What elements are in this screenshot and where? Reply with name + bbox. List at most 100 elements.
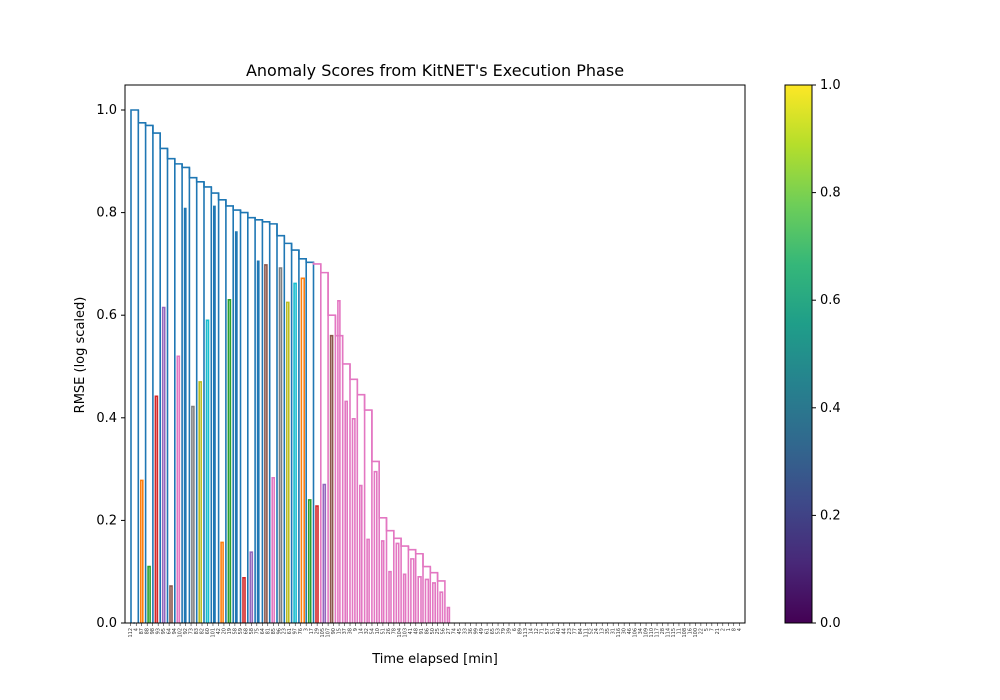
x-tick-label: 31 [611,628,617,634]
x-tick-label: 114 [665,628,671,638]
merge-link [152,125,161,623]
merge-link [174,158,183,623]
merge-link [436,572,446,623]
leaf-cluster [366,538,370,623]
merge-link [276,223,286,623]
leaf-cluster [439,591,444,623]
x-tick-label: 6 [512,628,518,631]
chart-title: Anomaly Scores from KitNET's Execution P… [246,61,624,80]
leaf-cluster [220,541,224,623]
merge-link [283,235,293,623]
merge-link [210,186,220,623]
x-tick-label: 82 [200,628,206,634]
colorbar-tick-label: 0.6 [820,293,841,308]
leaf-cluster [191,405,195,623]
leaf-cluster [249,551,254,623]
leaf-cluster [351,418,356,623]
x-tick-label: 81 [265,628,271,634]
x-tick-label: 100 [693,628,699,638]
plot-frame [124,84,746,624]
x-tick-label: 21 [715,628,721,634]
leaf-cluster [329,334,334,623]
merge-link [247,212,256,623]
y-axis-label: RMSE (log scaled) [73,297,88,414]
leaf-cluster [286,301,290,623]
leaf-cluster [446,606,451,623]
leaf-cluster [278,267,283,623]
x-tick-label: 10 [375,628,381,634]
merge-link [239,210,249,623]
x-tick-label: 98 [150,628,156,634]
x-tick-label: 28 [660,628,666,634]
leaf-cluster [176,355,181,623]
colorbar: 0.0 0.2 0.4 0.6 0.8 1.0 [784,78,841,631]
x-tick-label: 87 [139,628,145,634]
merge-link [327,272,337,623]
merge-link [181,163,191,623]
x-tick-label: 20 [221,628,227,634]
x-tick-label: 1 [726,628,732,631]
x-tick-label: 84 [578,628,584,634]
leaf-cluster [417,576,422,623]
x-tick-label: 14 [358,628,364,634]
leaf-cluster [359,484,363,623]
leaf-cluster [169,585,173,623]
x-tick-label: 116 [616,628,622,638]
merge-link [349,363,359,623]
merge-link [429,566,439,623]
x-tick-label: 33 [463,628,469,634]
x-tick-label: 44 [561,628,567,634]
leaf-cluster [424,578,430,623]
x-tick-label: 101 [210,628,216,638]
merge-link [414,549,424,623]
x-tick-label: 8 [731,628,737,631]
x-tick-label: 108 [682,628,688,638]
x-tick-label: 74 [452,628,458,634]
x-tick-label: 90 [331,628,337,634]
x-tick-label: 32 [364,628,370,634]
x-tick-label: 93 [156,628,162,634]
x-tick-label: 103 [402,628,408,638]
merge-link [385,517,395,623]
x-tick-label: 17 [309,628,315,634]
x-tick-label: 85 [271,628,277,634]
leaf-cluster [293,282,297,623]
x-tick-label: 56 [441,628,447,634]
x-tick-label: 59 [238,628,244,634]
merge-link [268,221,278,623]
leaf-cluster [140,479,144,623]
leaf-cluster [322,483,327,623]
x-tick-label: 88 [145,628,151,634]
leaf-cluster [344,400,348,623]
y-tick-label: 1.0 [96,103,117,118]
leaf-cluster [161,306,166,623]
x-tick-label: 35 [605,628,611,634]
x-axis: 112 4 87 88 98 93 95 64 94 102 92 73 83 82 60 101 42 20 19… [128,623,743,638]
x-tick-label: 53 [496,628,502,634]
x-tick-label: 41 [408,628,414,634]
y-tick-label: 0.4 [96,411,117,426]
x-tick-label: 45 [457,628,463,634]
x-tick-label: 113 [523,628,529,638]
x-tick-label: 104 [397,628,403,638]
x-tick-label: 109 [644,628,650,638]
x-tick-label: 117 [655,628,661,638]
leaf-cluster [242,577,246,623]
x-tick-label: 71 [539,628,545,634]
x-tick-label: 102 [178,628,184,638]
x-tick-label: 89 [517,628,523,634]
x-tick-label: 91 [419,628,425,634]
x-tick-label: 24 [594,628,600,634]
x-tick-label: 78 [391,628,397,634]
leaf-cluster [183,207,187,623]
merge-link [305,258,315,623]
colorbar-tick-label: 0.2 [820,508,841,523]
merge-link [312,262,322,623]
x-tick-label: 99 [474,628,480,634]
merge-link [254,217,264,623]
leaf-cluster [154,395,159,623]
merge-link [290,243,300,623]
merge-link [298,250,307,623]
x-tick-label: 58 [232,628,238,634]
